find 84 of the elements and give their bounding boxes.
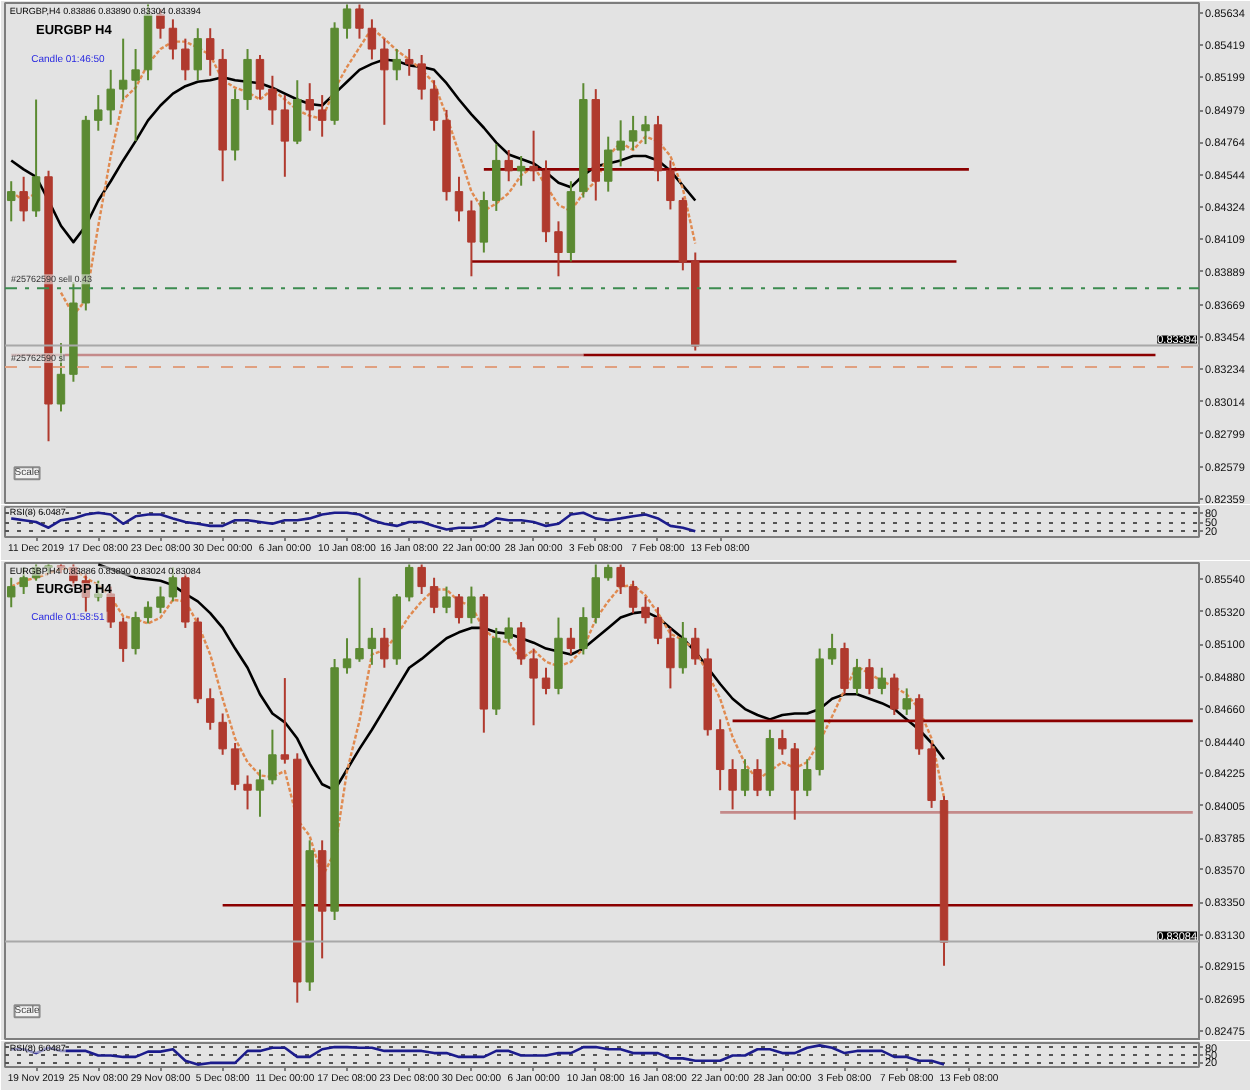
candlestick [118, 616, 128, 663]
candlestick [467, 199, 476, 278]
candlestick [603, 135, 613, 193]
candlestick [355, 3, 364, 40]
candlestick [429, 79, 439, 132]
candlestick [404, 48, 414, 77]
candlestick [380, 626, 389, 669]
candlestick [852, 657, 862, 696]
candlestick [467, 585, 476, 625]
candlestick [641, 114, 650, 146]
candlestick [504, 616, 513, 644]
candlestick [355, 576, 364, 663]
candlestick [305, 82, 314, 132]
candlestick [6, 180, 16, 223]
candlestick [827, 632, 837, 666]
candlestick [778, 728, 787, 756]
candlestick [753, 758, 762, 798]
candlestick [280, 94, 290, 178]
candlestick [230, 741, 240, 792]
candlestick [628, 579, 638, 615]
candlestick [616, 119, 625, 168]
candlestick [529, 647, 538, 727]
candlestick [342, 3, 352, 40]
candlestick [653, 606, 663, 646]
candlestick [268, 74, 277, 126]
line-series [9, 1044, 946, 1066]
candlestick [243, 774, 252, 811]
candlestick [181, 572, 190, 629]
candlestick [541, 666, 551, 696]
candlestick [218, 712, 227, 756]
candlestick [268, 728, 277, 786]
candlestick [6, 576, 16, 609]
candlestick [790, 741, 800, 821]
candlestick [404, 563, 414, 603]
candlestick [616, 563, 625, 595]
candlestick [367, 18, 377, 61]
candlestick [566, 626, 576, 656]
candlestick [890, 672, 899, 716]
candlestick [740, 758, 750, 798]
candlestick [280, 677, 290, 765]
candlestick [156, 585, 165, 615]
candlestick [865, 657, 874, 696]
candlestick [94, 94, 103, 132]
candlestick [628, 114, 638, 152]
candlestick [168, 18, 178, 61]
candlestick [143, 600, 153, 625]
candlestick [255, 768, 265, 818]
candlestick [181, 37, 190, 82]
candlestick [19, 175, 28, 223]
candlestick [131, 610, 140, 656]
candlestick [554, 220, 563, 278]
candlestick [205, 687, 215, 731]
candlestick [293, 79, 302, 146]
candlestick [367, 626, 377, 666]
candlestick [516, 621, 526, 666]
candlestick [193, 27, 203, 82]
candlestick [417, 53, 426, 101]
candlestick [529, 129, 538, 183]
candlestick [417, 563, 426, 595]
candlestick [479, 190, 489, 254]
candlestick [653, 114, 663, 183]
candlestick [516, 154, 526, 187]
candlestick [106, 68, 115, 126]
candlestick [429, 576, 439, 615]
candlestick [492, 143, 501, 212]
candlestick [380, 37, 389, 126]
candlestick [342, 637, 352, 675]
candlestick [678, 621, 688, 675]
candlestick [454, 592, 464, 625]
candlestick [504, 149, 513, 183]
candlestick [392, 48, 402, 82]
candlestick [255, 53, 265, 101]
candlestick [56, 342, 66, 413]
candlestick [840, 641, 849, 696]
candlestick [442, 585, 451, 615]
candlestick [243, 48, 252, 111]
candlestick [454, 175, 464, 223]
candlestick [317, 94, 327, 138]
candlestick [666, 626, 675, 690]
candlestick [691, 626, 700, 666]
candlestick [877, 666, 887, 696]
candlestick [641, 595, 650, 625]
candlestick [31, 98, 41, 218]
candlestick [902, 687, 911, 716]
